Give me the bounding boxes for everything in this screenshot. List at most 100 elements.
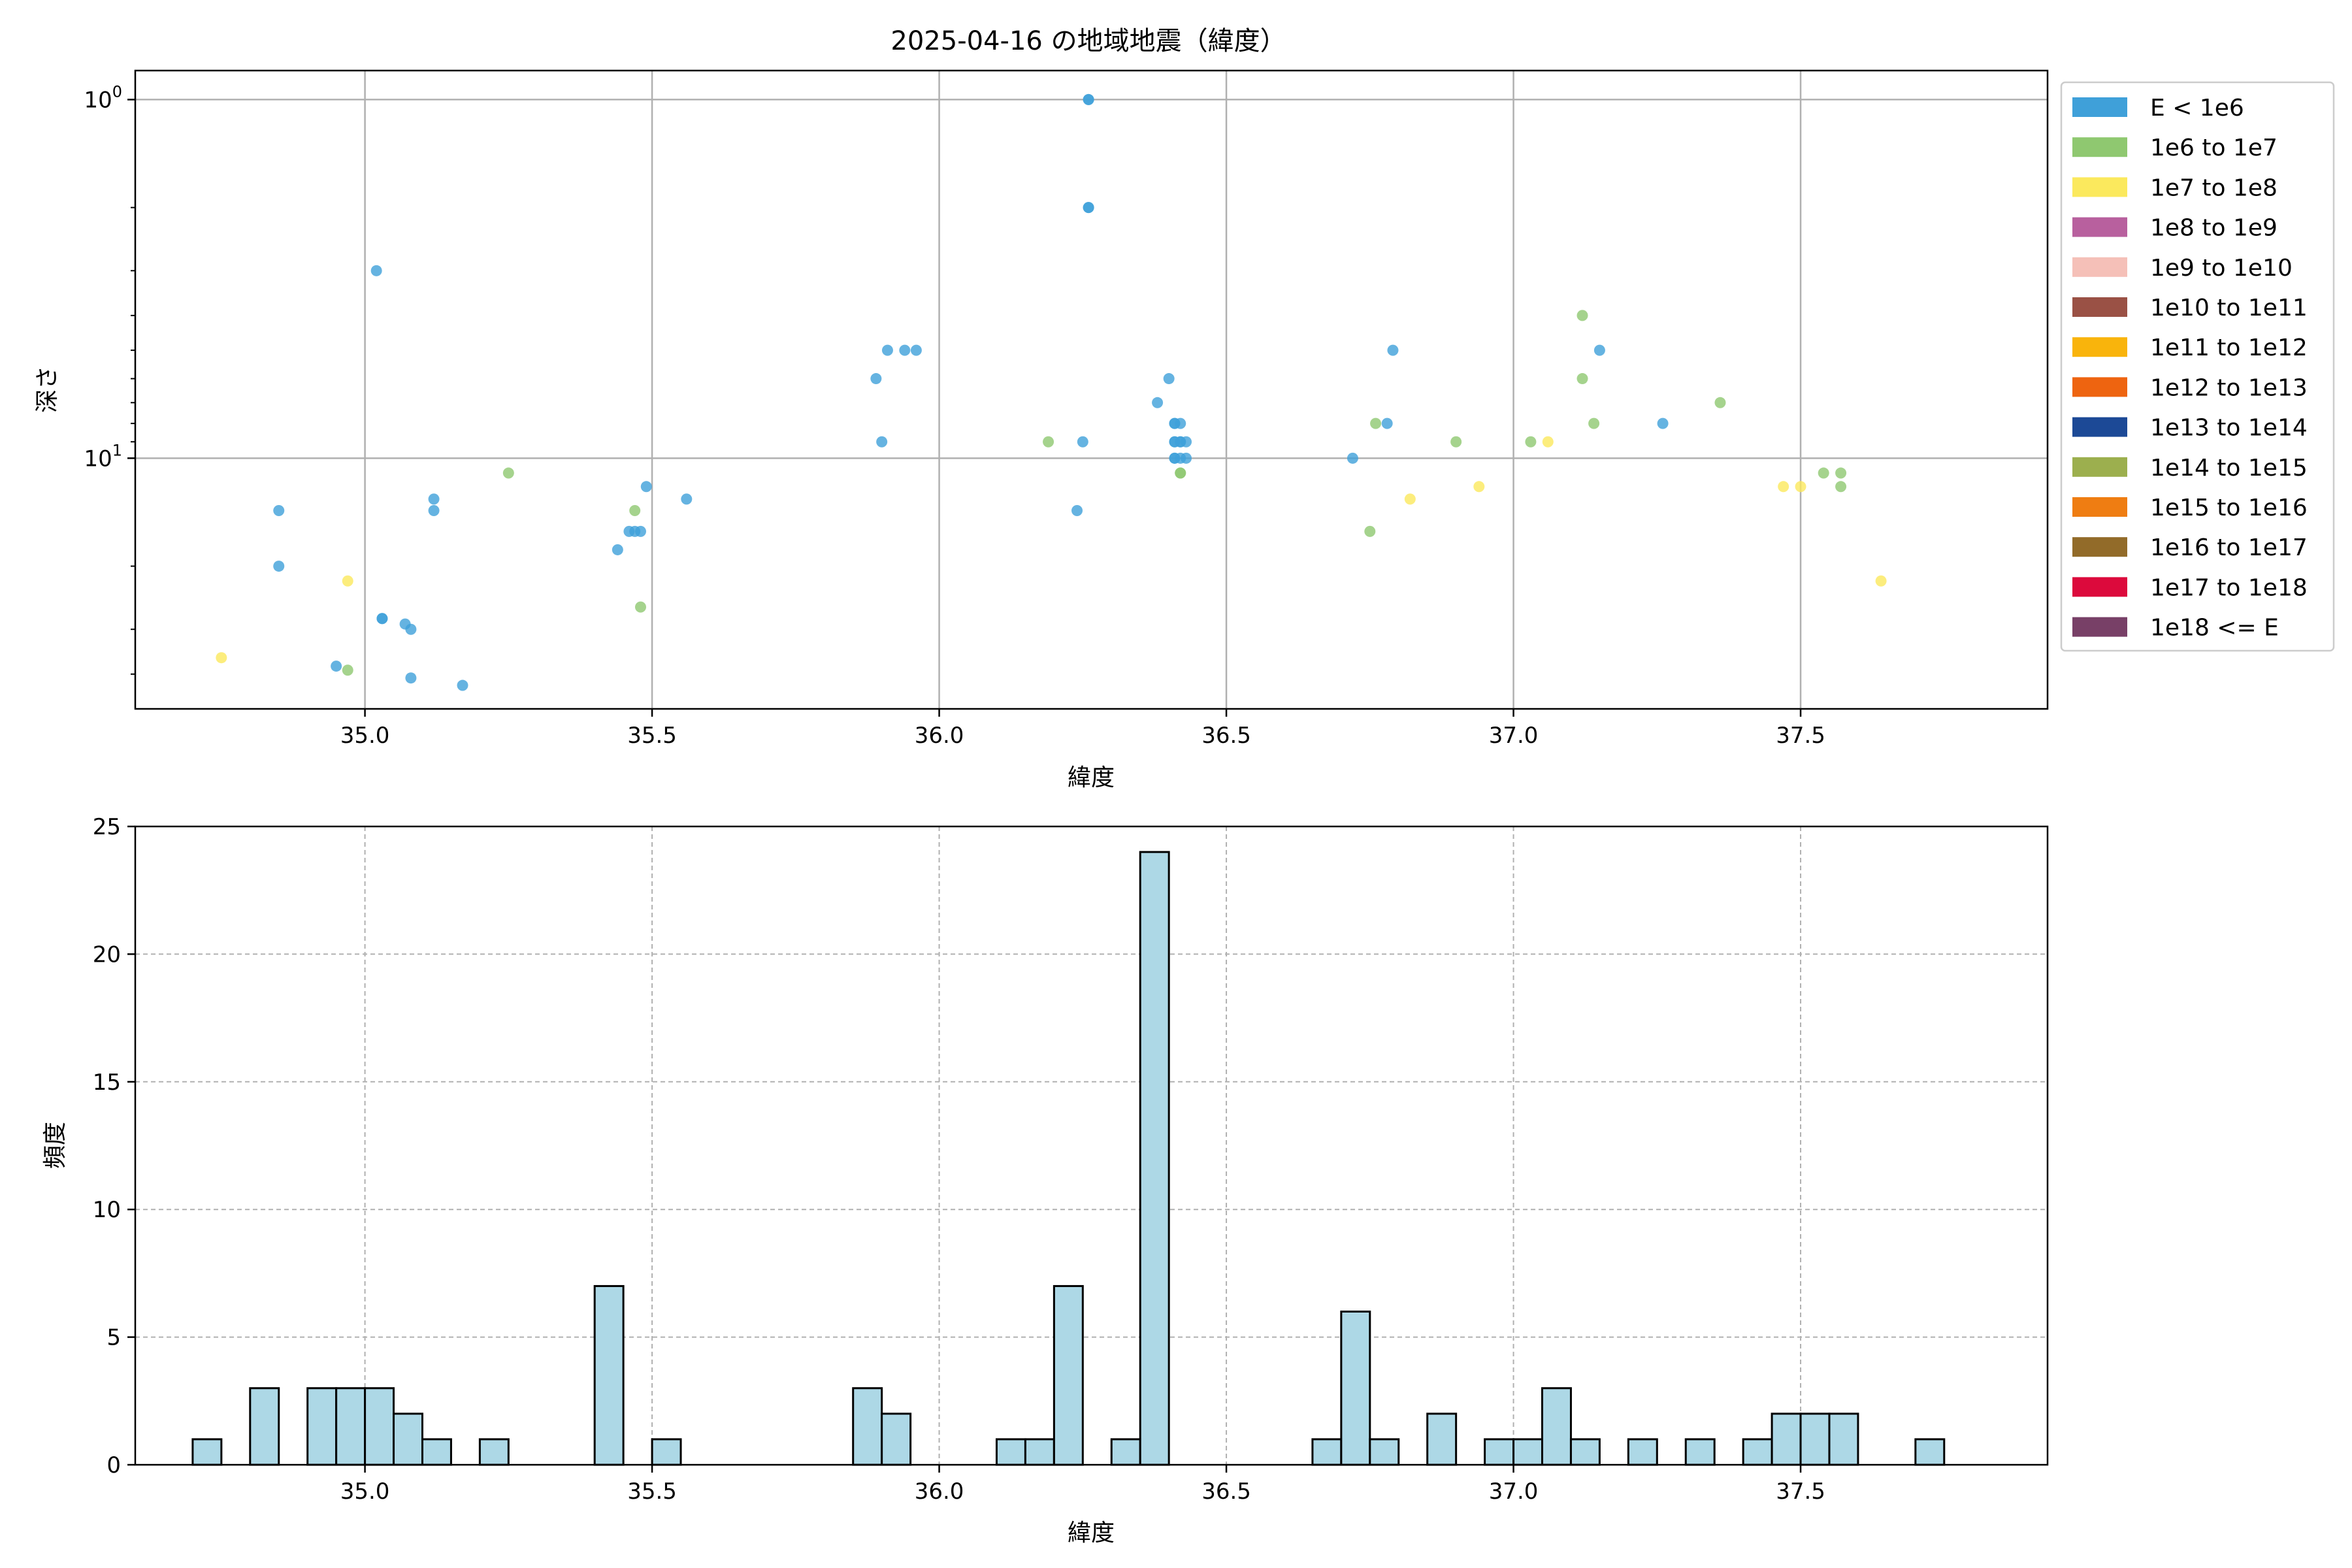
scatter-frame — [134, 69, 2049, 710]
legend-label: 1e10 to 1e11 — [2150, 295, 2308, 321]
legend-label: 1e8 to 1e9 — [2150, 215, 2278, 242]
scatter-grid — [135, 71, 2048, 709]
scatter-y-tick-exponent: 0 — [112, 82, 122, 101]
histogram-y-tick-label: 5 — [106, 1325, 121, 1351]
scatter-point — [1083, 93, 1094, 105]
scatter-x-tick-label: 36.5 — [1201, 723, 1251, 749]
scatter-title: 2025-04-16 の地域地震（緯度） — [890, 26, 1286, 56]
scatter-x-tick-label: 35.0 — [340, 723, 390, 749]
histogram-bar — [1484, 1438, 1515, 1466]
scatter-point — [1387, 344, 1399, 356]
scatter-point — [1542, 436, 1554, 448]
scatter-point — [910, 344, 922, 356]
scatter-point — [881, 344, 893, 356]
scatter-point — [635, 601, 647, 613]
legend-swatch — [2072, 537, 2127, 557]
histogram-x-tick-label: 36.0 — [915, 1478, 964, 1505]
histogram-bar — [1369, 1438, 1400, 1466]
histogram-bar — [1799, 1413, 1831, 1466]
scatter-point — [1181, 436, 1192, 448]
legend-label: 1e11 to 1e12 — [2150, 335, 2308, 361]
legend-label: 1e6 to 1e7 — [2150, 135, 2278, 161]
legend-label: E < 1e6 — [2150, 95, 2244, 122]
histogram-bar — [593, 1284, 625, 1466]
scatter-point — [1181, 452, 1192, 464]
scatter-point — [428, 505, 440, 517]
scatter-x-tick-label: 36.0 — [915, 723, 964, 749]
histogram-bar — [421, 1438, 452, 1466]
legend-swatch — [2072, 377, 2127, 397]
scatter-point — [273, 561, 285, 572]
scatter-x-tick-label: 37.0 — [1489, 723, 1539, 749]
scatter-point — [502, 467, 514, 479]
legend-label: 1e17 to 1e18 — [2150, 574, 2308, 601]
scatter-point — [216, 652, 227, 664]
legend-swatch — [2072, 257, 2127, 277]
histogram-bar — [1110, 1438, 1141, 1466]
histogram-x-tick-label: 35.0 — [340, 1478, 390, 1505]
scatter-point — [1835, 481, 1847, 493]
legend-label: 1e13 to 1e14 — [2150, 415, 2308, 442]
scatter-point — [1473, 481, 1485, 493]
histogram-bar — [1627, 1438, 1658, 1466]
scatter-point — [1576, 310, 1588, 321]
scatter-point — [870, 373, 882, 385]
scatter-point — [640, 481, 652, 493]
histogram-x-ticks: 35.0 35.5 36.0 36.5 37.0 37.5 — [340, 1465, 1825, 1505]
histogram-y-ticks: 0 5 10 15 20 25 — [93, 814, 135, 1478]
histogram-y-tick-label: 25 — [93, 814, 121, 840]
histogram-bar — [478, 1438, 510, 1466]
scatter-point — [1043, 436, 1054, 448]
scatter-point — [428, 493, 440, 505]
histogram-y-label: 頻度 — [42, 1122, 69, 1169]
scatter-point — [1381, 417, 1393, 429]
legend-swatch — [2072, 337, 2127, 357]
histogram-bar — [1053, 1284, 1084, 1466]
histogram-y-tick-label: 20 — [93, 941, 121, 968]
legend-label: 1e16 to 1e17 — [2150, 534, 2308, 561]
scatter-point — [1588, 417, 1600, 429]
histogram-y-tick-label: 0 — [106, 1452, 121, 1478]
scatter-point — [1593, 344, 1605, 356]
legend-label: 1e15 to 1e16 — [2150, 495, 2308, 521]
histogram-bar — [1139, 851, 1170, 1466]
scatter-point — [612, 544, 623, 555]
scatter-point — [405, 623, 417, 635]
legend-swatch — [2072, 417, 2127, 437]
scatter-point — [1083, 202, 1094, 214]
legend-swatch — [2072, 217, 2127, 237]
scatter-point — [342, 664, 353, 676]
scatter-y-label: 深さ — [34, 366, 61, 413]
histogram-bar — [1771, 1413, 1802, 1466]
legend: E < 1e6 1e6 to 1e7 1e7 to 1e8 1e8 to 1e9 1e9… — [2060, 81, 2335, 652]
scatter-x-tick-label: 35.5 — [627, 723, 677, 749]
histogram-bar — [1684, 1438, 1716, 1466]
histogram-bar — [249, 1387, 280, 1466]
scatter-y-tick-exponent: 1 — [112, 441, 122, 459]
histogram-bar — [393, 1413, 423, 1466]
scatter-point — [1835, 467, 1847, 479]
legend-swatch — [2072, 97, 2127, 117]
scatter-point — [1450, 436, 1462, 448]
scatter-point — [1370, 417, 1382, 429]
scatter-point — [1778, 481, 1789, 493]
histogram-bar — [1340, 1311, 1371, 1466]
scatter-point — [1077, 436, 1088, 448]
histogram-x-label: 緯度 — [1068, 1520, 1115, 1546]
histogram-y-tick-label: 15 — [93, 1070, 121, 1096]
scatter-point — [1347, 452, 1358, 464]
histogram-bar — [1742, 1438, 1773, 1466]
histogram-x-tick-label: 36.5 — [1201, 1478, 1251, 1505]
histogram-x-tick-label: 37.5 — [1776, 1478, 1825, 1505]
scatter-point — [1795, 481, 1806, 493]
histogram-bar — [651, 1438, 682, 1466]
scatter-y-tick-label: 100 — [84, 82, 122, 113]
histogram-y-tick-label: 10 — [93, 1197, 121, 1223]
scatter-point — [876, 436, 888, 448]
scatter-point — [1163, 373, 1175, 385]
legend-swatch — [2072, 177, 2127, 197]
scatter-point — [331, 661, 342, 672]
